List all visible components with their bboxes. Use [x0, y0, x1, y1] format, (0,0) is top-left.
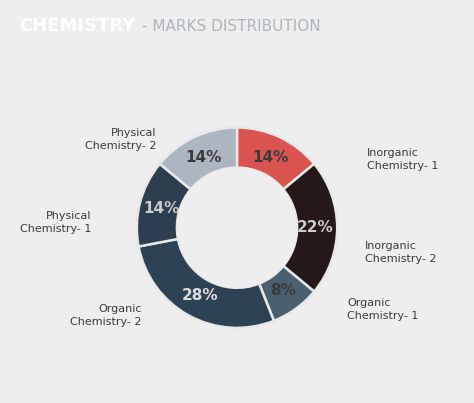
Text: CHEMISTRY: CHEMISTRY — [19, 17, 135, 35]
Wedge shape — [160, 127, 237, 189]
Wedge shape — [237, 127, 314, 189]
Text: 14%: 14% — [252, 150, 288, 165]
Text: 28%: 28% — [181, 288, 218, 303]
Wedge shape — [283, 164, 337, 291]
Text: 22%: 22% — [296, 220, 333, 235]
Text: Physical
Chemistry- 2: Physical Chemistry- 2 — [85, 128, 157, 151]
Text: Organic
Chemistry- 1: Organic Chemistry- 1 — [347, 298, 419, 322]
Text: Organic
Chemistry- 2: Organic Chemistry- 2 — [70, 304, 142, 328]
Wedge shape — [138, 239, 274, 328]
Wedge shape — [137, 164, 191, 247]
Text: - MARKS DISTRIBUTION: - MARKS DISTRIBUTION — [142, 19, 321, 34]
Circle shape — [177, 168, 297, 287]
Text: Inorganic
Chemistry- 2: Inorganic Chemistry- 2 — [365, 241, 437, 264]
Text: 14%: 14% — [144, 201, 180, 216]
Text: 8%: 8% — [270, 283, 296, 298]
Text: Physical
Chemistry- 1: Physical Chemistry- 1 — [20, 211, 92, 234]
Text: 14%: 14% — [186, 150, 222, 165]
Text: Inorganic
Chemistry- 1: Inorganic Chemistry- 1 — [367, 148, 438, 171]
Wedge shape — [259, 266, 314, 321]
